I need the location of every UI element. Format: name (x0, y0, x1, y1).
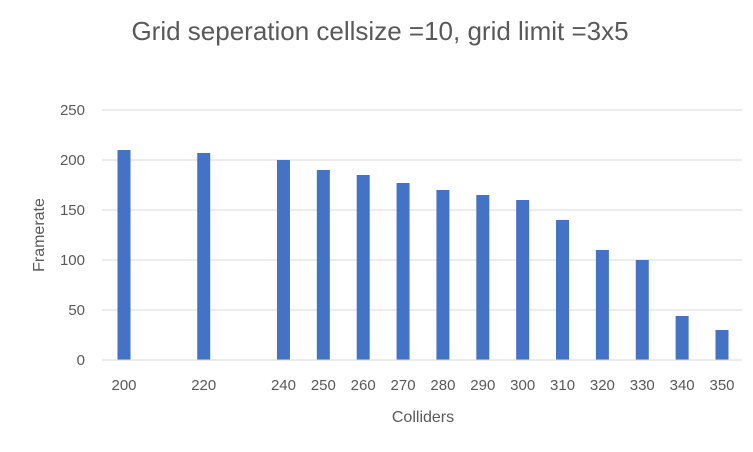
x-tick-label: 320 (590, 377, 615, 394)
y-tick-label: 150 (60, 202, 85, 219)
bar (476, 195, 490, 360)
x-tick-label: 200 (111, 377, 136, 394)
bar (675, 316, 689, 360)
x-tick-label: 290 (470, 377, 495, 394)
bar (516, 200, 530, 360)
x-tick-label: 340 (670, 377, 695, 394)
bar (276, 160, 290, 360)
bar (595, 250, 609, 360)
x-axis-ticks: 200 220 240 250 260 270 280 290 300 310 320 330 340 3… (111, 377, 734, 394)
y-axis-title: Framerate (31, 198, 48, 272)
bar (316, 170, 330, 360)
chart-title: Grid seperation cellsize =10, grid limit… (131, 16, 628, 46)
bar (556, 220, 570, 360)
x-tick-label: 240 (271, 377, 296, 394)
y-tick-label: 200 (60, 152, 85, 169)
y-tick-label: 250 (60, 102, 85, 119)
x-tick-label: 260 (351, 377, 376, 394)
bars (117, 150, 729, 360)
bar (396, 183, 410, 360)
x-tick-label: 350 (709, 377, 734, 394)
x-tick-label: 250 (311, 377, 336, 394)
x-tick-label: 270 (391, 377, 416, 394)
bar (635, 260, 649, 360)
x-tick-label: 280 (430, 377, 455, 394)
y-axis-ticks: 0 50 100 150 200 250 (60, 102, 85, 369)
bar (197, 153, 211, 360)
y-tick-label: 50 (68, 302, 85, 319)
y-tick-label: 100 (60, 252, 85, 269)
bar (436, 190, 450, 360)
bar (356, 175, 370, 360)
bar (715, 330, 729, 360)
bar (117, 150, 131, 360)
x-tick-label: 220 (191, 377, 216, 394)
y-tick-label: 0 (77, 352, 85, 369)
x-tick-label: 310 (550, 377, 575, 394)
x-tick-label: 330 (630, 377, 655, 394)
x-axis-title: Colliders (392, 409, 454, 426)
x-tick-label: 300 (510, 377, 535, 394)
